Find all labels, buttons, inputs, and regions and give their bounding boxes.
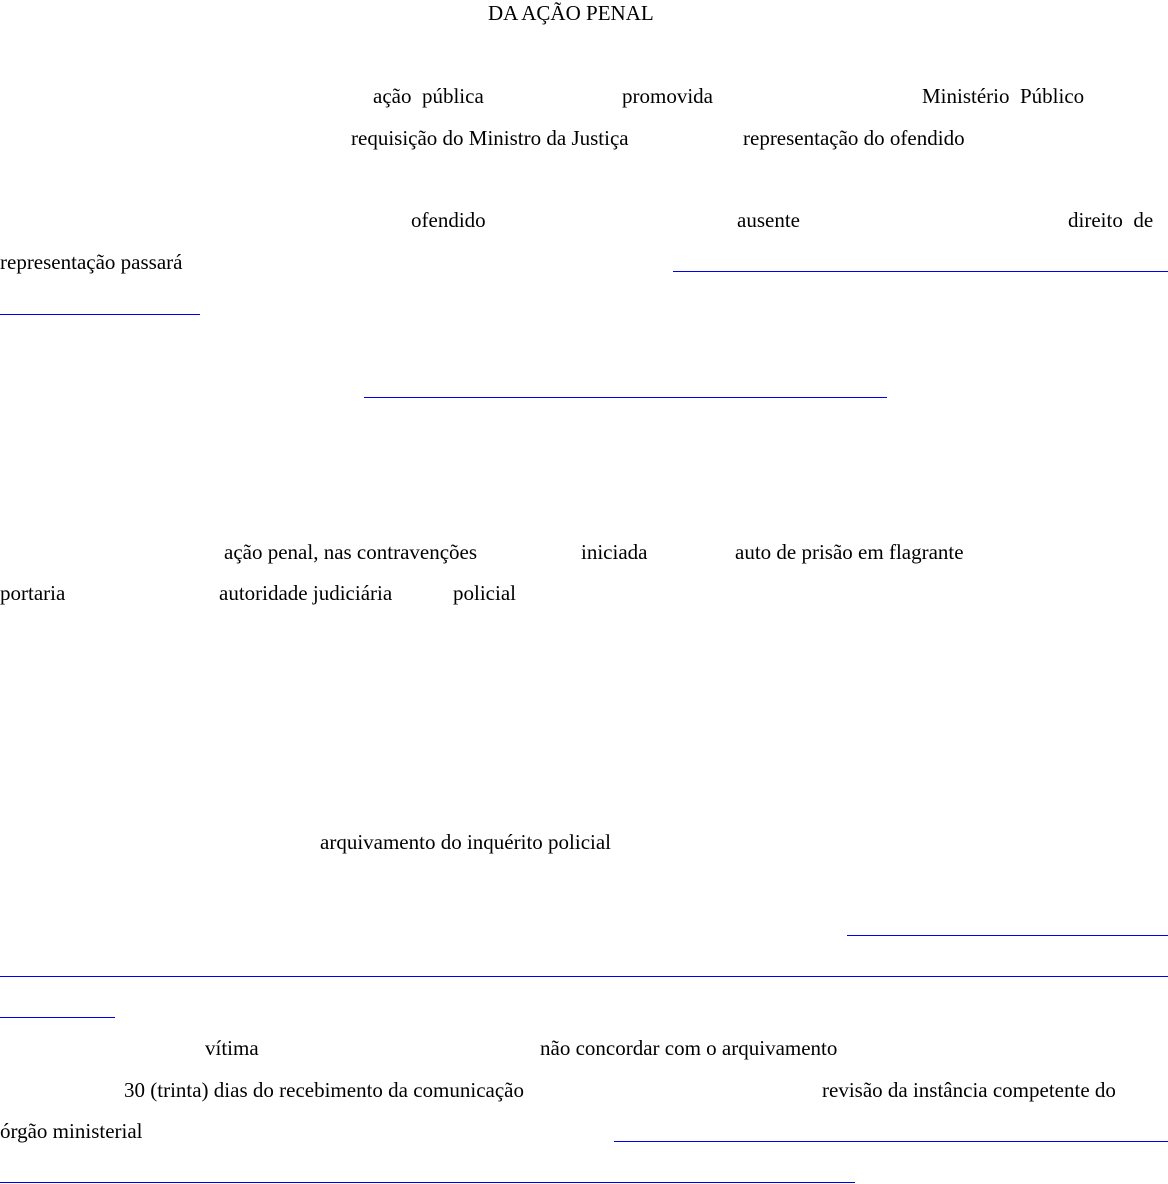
text-fragment: ausente: [737, 208, 800, 232]
text-fragment: não concordar com o arquivamento: [540, 1036, 838, 1060]
link-underline[interactable]: [364, 397, 887, 398]
text-fragment: autoridade judiciária: [219, 581, 393, 605]
link-underline[interactable]: [847, 935, 1168, 936]
text-fragment: ação pública: [373, 84, 484, 108]
link-underline[interactable]: [0, 1182, 855, 1183]
link-underline[interactable]: [673, 271, 1168, 272]
link-underline[interactable]: [614, 1141, 1168, 1142]
text-fragment: 30 (trinta) dias do recebimento da comun…: [124, 1078, 525, 1102]
text-fragment: ofendido: [411, 208, 486, 232]
document-title: DA AÇÃO PENAL: [488, 1, 654, 25]
text-fragment: requisição do Ministro da Justiça: [351, 126, 629, 150]
text-fragment: policial: [453, 581, 516, 605]
text-fragment: representação passará: [0, 250, 183, 274]
text-fragment: direito de: [1068, 208, 1154, 232]
text-fragment: revisão da instância competente do: [822, 1078, 1116, 1102]
text-fragment: auto de prisão em flagrante: [735, 540, 964, 564]
link-underline[interactable]: [0, 314, 200, 315]
link-underline[interactable]: [0, 1017, 115, 1018]
link-underline[interactable]: [0, 976, 1168, 977]
text-fragment: vítima: [205, 1036, 259, 1060]
text-fragment: representação do ofendido: [743, 126, 965, 150]
text-fragment: iniciada: [581, 540, 648, 564]
text-fragment: portaria: [0, 581, 66, 605]
text-fragment: Ministério Público: [922, 84, 1085, 108]
text-fragment: órgão ministerial: [0, 1119, 143, 1143]
text-fragment: arquivamento do inquérito policial: [320, 830, 612, 854]
text-fragment: ação penal, nas contravenções: [224, 540, 478, 564]
text-fragment: promovida: [622, 84, 713, 108]
